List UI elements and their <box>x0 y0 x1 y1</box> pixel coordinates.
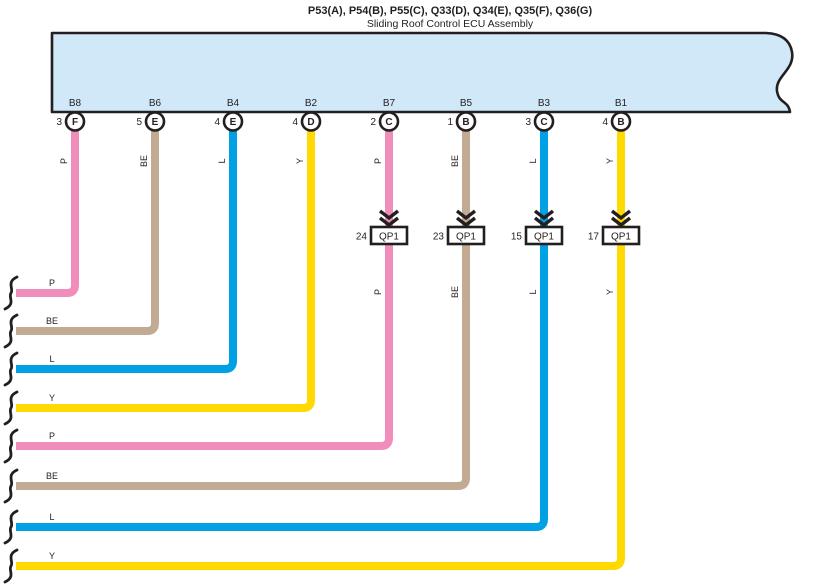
junction-label-b7: QP1 <box>379 232 399 243</box>
wire-b3 <box>16 130 548 531</box>
left-wire-code-b4: L <box>49 354 54 364</box>
wire-b8 <box>16 130 79 297</box>
connector-letter-b1: B <box>617 117 624 128</box>
wire-code-b1: Y <box>605 158 615 164</box>
connector-circle-b6 <box>144 111 166 132</box>
pin-label-b5: B5 <box>460 98 473 109</box>
terminal-number-b7: 2 <box>370 117 376 128</box>
wire-code-lower-b5: BE <box>450 286 460 298</box>
wire-break-mark <box>3 275 19 311</box>
junction-box-b5 <box>446 225 486 246</box>
wire-code-b6: BE <box>139 155 149 167</box>
left-wire-code-b2: Y <box>49 393 55 403</box>
connector-letter-b5: B <box>462 117 469 128</box>
wire-code-b7: P <box>373 158 383 164</box>
pin-label-b4: B4 <box>227 98 240 109</box>
junction-label-b3: QP1 <box>534 232 554 243</box>
wire-b5 <box>16 130 470 490</box>
pin-label-b8: B8 <box>69 98 82 109</box>
component-name-title: Sliding Roof Control ECU Assembly <box>366 18 534 31</box>
terminal-number-b4: 4 <box>214 117 220 128</box>
connector-circle-b4 <box>222 111 244 132</box>
wire-b7 <box>16 130 393 450</box>
left-wire-code-b6: BE <box>46 316 58 326</box>
wire-code-b3: L <box>528 158 538 163</box>
ecu-body <box>50 31 794 114</box>
connector-codes-title: P53(A), P54(B), P55(C), Q33(D), Q34(E), … <box>307 5 593 17</box>
wire-b1 <box>16 130 625 570</box>
terminal-number-b2: 4 <box>292 117 298 128</box>
junction-chevron-1 <box>610 209 632 221</box>
wire-code-b4: L <box>217 158 227 163</box>
junction-number-b7: 24 <box>356 232 368 243</box>
connector-letter-b4: E <box>230 117 237 128</box>
left-wire-code-b7: P <box>49 431 55 441</box>
junction-number-b5: 23 <box>433 232 445 243</box>
wire-break-mark <box>3 548 19 584</box>
wire-break-mark <box>3 351 19 387</box>
connector-circle-b5 <box>455 111 477 132</box>
junction-chevron-2 <box>533 216 555 228</box>
wire-b6 <box>16 130 159 335</box>
wire-code-lower-b7: P <box>373 289 383 295</box>
wire-b4 <box>16 130 237 373</box>
junction-chevron-2 <box>455 216 477 228</box>
terminal-number-b6: 5 <box>136 117 142 128</box>
left-wire-code-b8: P <box>49 278 55 288</box>
junction-label-b5: QP1 <box>456 232 476 243</box>
connector-letter-b6: E <box>152 117 159 128</box>
junction-box-b1 <box>601 225 641 246</box>
connector-letter-b7: C <box>385 117 392 128</box>
junction-chevron-2 <box>610 216 632 228</box>
wire-break-mark <box>3 509 19 545</box>
terminal-number-b8: 3 <box>56 117 62 128</box>
wire-b2 <box>16 130 315 412</box>
junction-box-b3 <box>524 225 564 246</box>
wire-break-mark <box>3 313 19 349</box>
pin-label-b3: B3 <box>538 98 551 109</box>
wire-code-b5: BE <box>450 155 460 167</box>
pin-label-b7: B7 <box>383 98 396 109</box>
left-wire-code-b1: Y <box>49 551 55 561</box>
wire-code-b2: Y <box>295 158 305 164</box>
connector-letter-b2: D <box>307 117 314 128</box>
connector-letter-b8: F <box>72 117 78 128</box>
wire-code-b8: P <box>59 158 69 164</box>
wire-break-mark <box>3 390 19 426</box>
junction-box-b7 <box>369 225 409 246</box>
connector-circle-b2 <box>300 111 322 132</box>
terminal-number-b3: 3 <box>525 117 531 128</box>
wire-code-lower-b1: Y <box>605 289 615 295</box>
left-wire-code-b5: BE <box>46 471 58 481</box>
wire-break-mark <box>3 468 19 504</box>
connector-letter-b3: C <box>540 117 547 128</box>
terminal-number-b1: 4 <box>602 117 608 128</box>
wire-break-mark <box>3 428 19 464</box>
left-wire-code-b3: L <box>49 512 54 522</box>
connector-circle-b1 <box>610 111 632 132</box>
diagram-title: P53(A), P54(B), P55(C), Q33(D), Q34(E), … <box>308 5 592 31</box>
junction-chevron-1 <box>378 209 400 221</box>
connector-circle-b7 <box>378 111 400 132</box>
connector-circle-b3 <box>533 111 555 132</box>
connector-circle-b8 <box>64 111 86 132</box>
junction-number-b3: 15 <box>511 232 523 243</box>
junction-chevron-1 <box>455 209 477 221</box>
pin-label-b6: B6 <box>149 98 162 109</box>
junction-chevron-1 <box>533 209 555 221</box>
wire-code-lower-b3: L <box>528 289 538 294</box>
junction-label-b1: QP1 <box>611 232 631 243</box>
junction-number-b1: 17 <box>588 232 600 243</box>
terminal-number-b5: 1 <box>447 117 453 128</box>
pin-label-b1: B1 <box>615 98 628 109</box>
pin-label-b2: B2 <box>305 98 318 109</box>
junction-chevron-2 <box>378 216 400 228</box>
